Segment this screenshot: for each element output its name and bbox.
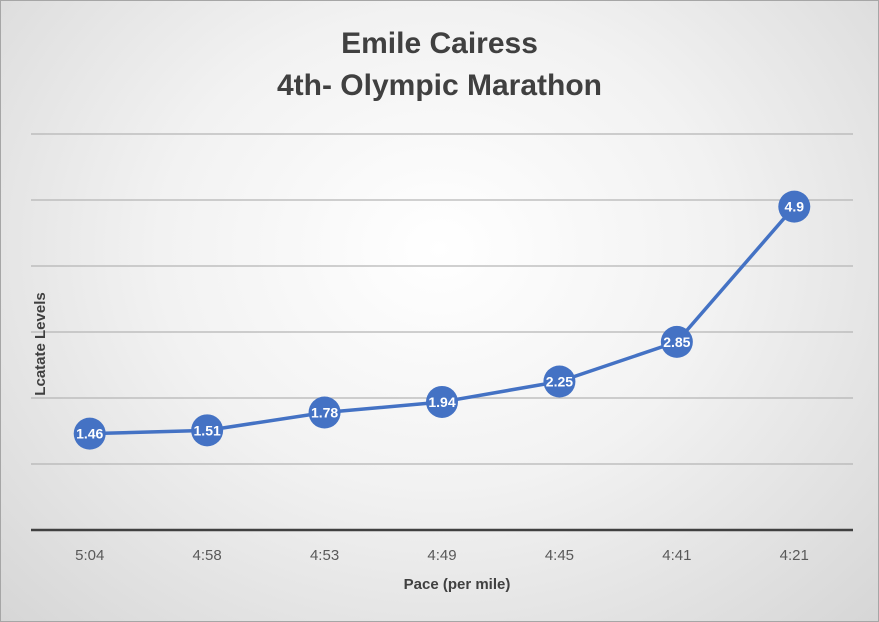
data-label: 1.94 bbox=[428, 394, 455, 410]
x-tick-label: 4:58 bbox=[193, 547, 222, 564]
data-label: 4.9 bbox=[785, 199, 805, 215]
data-point bbox=[426, 385, 458, 418]
data-point bbox=[778, 190, 811, 223]
data-point bbox=[73, 417, 106, 450]
x-tick-label: 4:53 bbox=[310, 547, 339, 564]
gridlines bbox=[31, 133, 853, 465]
data-label: 1.78 bbox=[311, 405, 338, 421]
chart-title-line-2: 4th- Olympic Marathon bbox=[276, 69, 603, 102]
data-label: 1.46 bbox=[76, 426, 103, 442]
series: 1.46 1.51 1.78 1.94 2.25 2.85 4.9 bbox=[73, 190, 811, 450]
x-tick-label: 5:04 bbox=[75, 547, 104, 564]
data-point bbox=[660, 325, 693, 358]
x-tick-label: 4:49 bbox=[427, 547, 456, 564]
data-label: 1.51 bbox=[194, 422, 221, 438]
data-point bbox=[191, 414, 224, 447]
data-point bbox=[308, 396, 341, 429]
x-tick-label: 4:21 bbox=[780, 547, 809, 564]
data-point bbox=[543, 365, 576, 398]
y-axis-title: Lcatate Levels bbox=[32, 292, 49, 395]
x-axis-title: Pace (per mile) bbox=[404, 576, 511, 593]
data-label: 2.25 bbox=[546, 374, 573, 390]
chart-title-line-1: Emile Cairess bbox=[341, 27, 538, 60]
chart-title: Emile Cairess 4th- Olympic Marathon bbox=[1, 23, 878, 107]
x-tick-label: 4:41 bbox=[662, 547, 691, 564]
axes: 5:04 4:58 4:53 4:49 4:45 4:41 4:21 bbox=[31, 528, 853, 564]
x-tick-label: 4:45 bbox=[545, 547, 574, 564]
data-label: 2.85 bbox=[663, 334, 690, 350]
